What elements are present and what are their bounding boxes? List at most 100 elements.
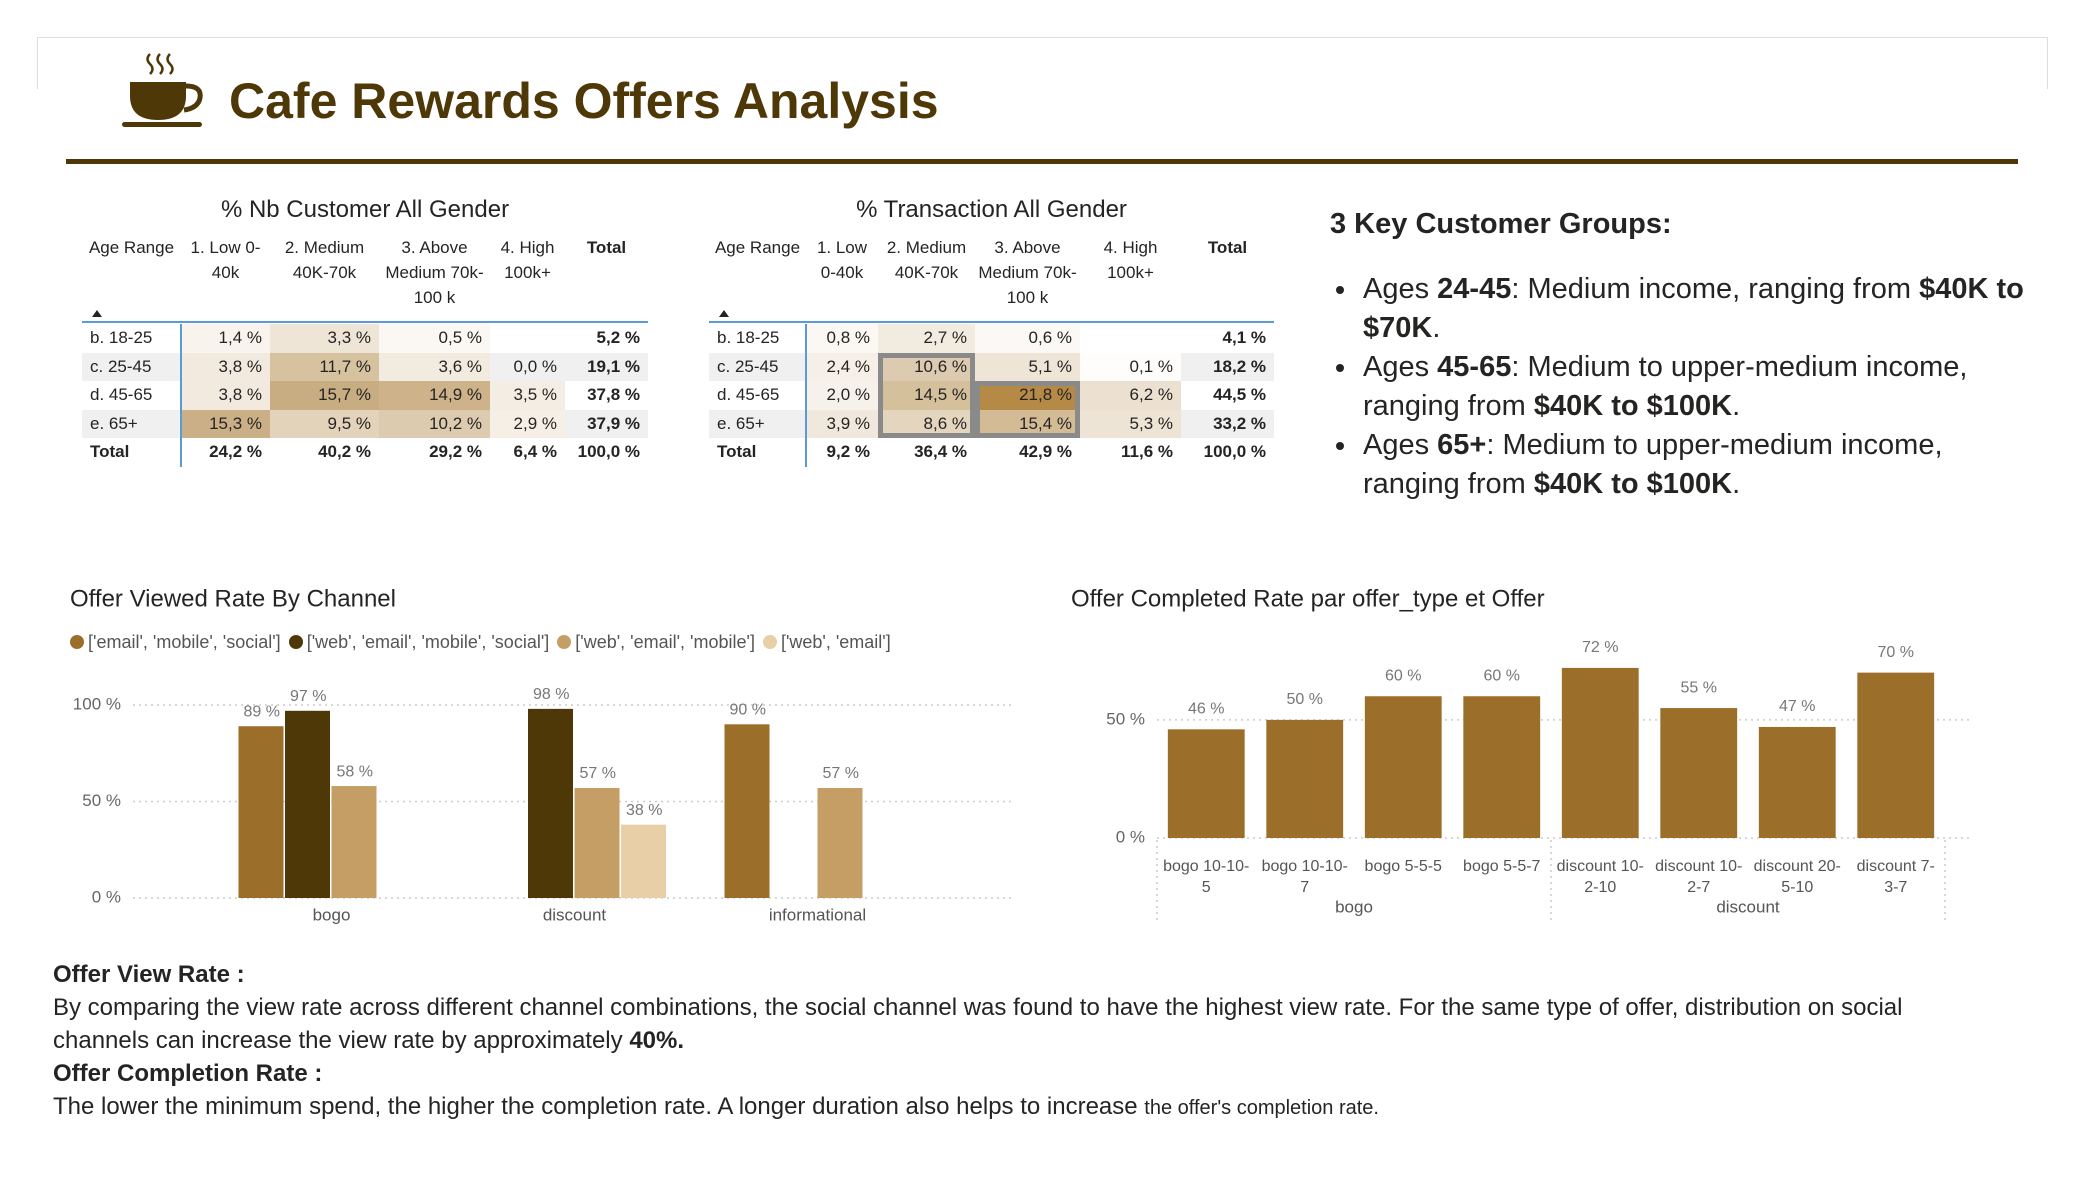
table-cell: 5,3 % — [1080, 409, 1181, 438]
notes: Offer View Rate : By comparing the view r… — [53, 958, 2003, 1125]
sort-arrow — [719, 310, 729, 317]
key-group-text: 45-65 — [1437, 351, 1512, 383]
bar — [817, 787, 863, 898]
empty-cell — [490, 324, 565, 353]
legend-item: ['email', 'mobile', 'social'] — [70, 632, 281, 653]
title-rule — [66, 159, 2018, 164]
table-cell: 2,0 % — [806, 381, 878, 410]
note-body: By comparing the view rate across differ… — [53, 991, 2003, 1057]
x-tick-label: discount 10-2-7 — [1655, 858, 1743, 896]
y-tick-label: 50 % — [82, 791, 121, 810]
table-cell: 36,4 % — [914, 442, 967, 461]
row-label: d. 45-65 — [90, 385, 153, 404]
x-tick-label: informational — [769, 905, 866, 924]
bar — [528, 708, 573, 898]
legend-item: ['web', 'email', 'mobile'] — [557, 632, 755, 653]
table-cell: 19,1 % — [587, 356, 640, 376]
row-label: c. 25-45 — [717, 356, 779, 376]
table-cell: 3,9 % — [806, 409, 878, 438]
bar — [1561, 667, 1639, 838]
legend-swatch — [762, 635, 777, 649]
table-cell: 9,2 % — [826, 442, 870, 461]
frame — [37, 37, 2048, 89]
page-title: Cafe Rewards Offers Analysis — [229, 73, 939, 129]
key-group-text: . — [1732, 390, 1741, 422]
row-label: Total — [717, 442, 757, 461]
row-label: d. 45-65 — [717, 385, 780, 404]
bar — [285, 710, 330, 898]
legend: ['email', 'mobile', 'social'] ['web', 'em… — [70, 632, 891, 653]
legend-item: ['web', 'email'] — [762, 632, 891, 653]
table-cell: 0,1 % — [1080, 352, 1181, 381]
table-cell: 0,0 % — [513, 356, 557, 376]
table-cell: 100,0 % — [1203, 442, 1266, 461]
value-label: 58 % — [337, 763, 373, 780]
bar — [1266, 719, 1344, 838]
key-group-item: Ages 65+: Medium to upper-medium income,… — [1359, 426, 2030, 504]
row-label: e. 65+ — [717, 413, 765, 433]
bar — [1857, 672, 1935, 838]
bar — [1364, 696, 1442, 838]
key-group-text: $40K to $100K — [1533, 468, 1733, 500]
note-heading: Offer View Rate : — [53, 961, 245, 988]
table-cell: 11,7 % — [270, 352, 379, 381]
row-label: c. 25-45 — [90, 356, 152, 376]
group-label: bogo — [1335, 897, 1373, 916]
key-group-text: : Medium to upper-medium income, ranging… — [1363, 351, 1968, 422]
value-label: 70 % — [1878, 644, 1914, 661]
key-group-text: Ages — [1363, 273, 1438, 305]
key-group-text: . — [1732, 468, 1741, 500]
table-cell: 11,6 % — [1121, 442, 1173, 461]
x-tick-label: discount 7-3-7 — [1856, 858, 1935, 896]
bar — [574, 787, 620, 898]
table-cell: 5,2 % — [596, 328, 640, 347]
group-label: discount — [1716, 897, 1780, 916]
value-label: 57 % — [580, 765, 616, 782]
note-text: 40%. — [629, 1027, 685, 1054]
legend-label: ['web', 'email'] — [780, 632, 891, 652]
table-cell: 2,4 % — [806, 352, 878, 381]
table-cell: 2,9 % — [490, 409, 565, 438]
value-label: 97 % — [290, 688, 326, 705]
row-label: b. 18-25 — [90, 328, 153, 347]
column-header: Total — [586, 238, 627, 257]
column-header: 1. Low 0-40k — [816, 238, 868, 282]
table-cell: 6,4 % — [513, 442, 557, 461]
sort-arrow — [92, 310, 102, 317]
value-label: 47 % — [1779, 698, 1815, 715]
bar — [1463, 696, 1541, 838]
key-group-text: $40K to $100K — [1533, 390, 1733, 422]
table-cell: 0,6 % — [975, 324, 1080, 353]
cup-icon — [122, 53, 203, 127]
column-divider — [805, 324, 807, 467]
note-heading: Offer Completion Rate : — [53, 1060, 323, 1087]
x-tick-label: discount — [543, 905, 607, 924]
y-tick-label: 100 % — [73, 694, 121, 713]
value-label: 57 % — [823, 765, 859, 782]
key-group-text: : Medium income, ranging from — [1511, 273, 1920, 305]
table-cell: 3,6 % — [379, 352, 490, 381]
key-group-item: Ages 24-45: Medium income, ranging from … — [1359, 270, 2030, 348]
y-tick-label: 0 % — [1116, 827, 1145, 846]
column-header: Total — [1207, 238, 1248, 257]
key-group-text: $40K to $70K — [1363, 273, 2024, 344]
row-label: e. 65+ — [90, 413, 138, 433]
column-header: 3. Above Medium 70k-100 k — [385, 238, 484, 307]
x-tick-label: bogo — [313, 905, 351, 924]
chart-title: Offer Completed Rate par offer_type et O… — [1071, 585, 1545, 612]
legend-swatch — [557, 635, 572, 649]
table-cell: 33,2 % — [1213, 413, 1266, 433]
empty-cell — [1080, 324, 1181, 353]
value-label: 90 % — [730, 702, 766, 719]
header-line — [709, 321, 1274, 323]
value-label: 60 % — [1385, 667, 1421, 684]
table-cell: 0,5 % — [379, 324, 490, 353]
note-text: The lower the minimum spend, the higher … — [53, 1093, 1145, 1120]
table-cell: 5,1 % — [975, 352, 1080, 381]
table-cell: 24,2 % — [209, 442, 262, 461]
table-cell: 15,3 % — [181, 409, 270, 438]
bar — [724, 724, 770, 898]
table-cell: 3,5 % — [490, 381, 565, 410]
value-label: 46 % — [1188, 701, 1224, 718]
